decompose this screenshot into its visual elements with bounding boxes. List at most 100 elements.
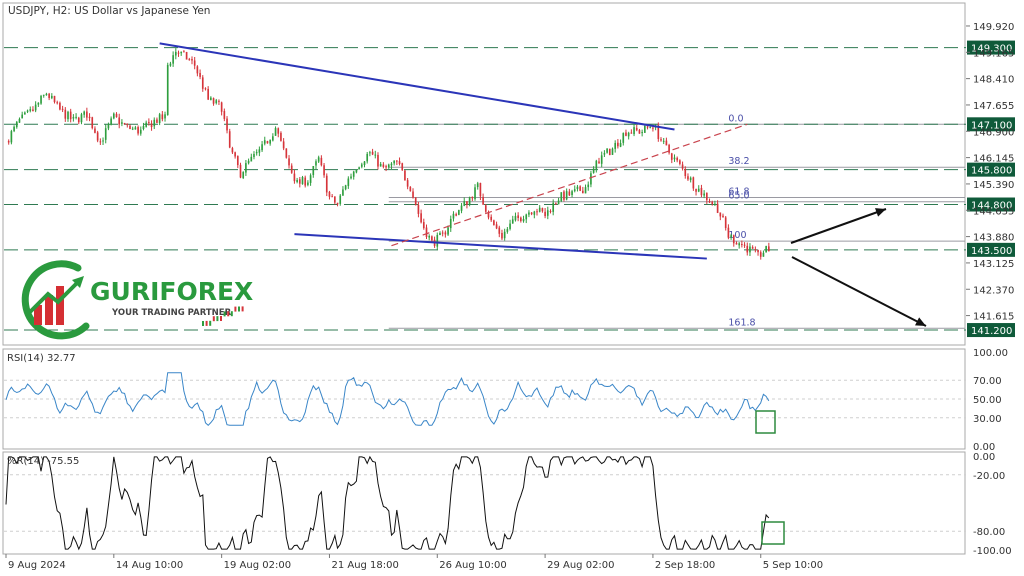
candle-body: [96, 132, 99, 141]
candle-body: [24, 112, 26, 115]
candle-body: [538, 207, 541, 212]
candle-body: [263, 140, 266, 144]
candle-body: [107, 124, 110, 129]
logo-arrow-head: [72, 276, 84, 288]
candle-body: [255, 152, 258, 154]
candle-body: [595, 160, 598, 169]
candle-body: [199, 72, 201, 77]
candle-body: [288, 158, 290, 166]
candle-body: [290, 165, 293, 173]
candle-body: [247, 160, 250, 164]
level-label-box: [967, 117, 1015, 132]
candle-body: [307, 182, 309, 185]
candle-body: [123, 122, 126, 125]
candle-body: [99, 141, 102, 143]
price-axis: 149.920 149.165 148.410 147.655 146.900 146.1…: [966, 22, 1014, 323]
candle-body: [269, 139, 271, 144]
candle-body: [301, 177, 304, 185]
candle-body: [404, 170, 406, 181]
candle-body: [522, 218, 525, 222]
candle-body: [428, 236, 431, 238]
logo-bar: [45, 295, 53, 325]
candle-body: [231, 148, 234, 153]
candle-body: [716, 203, 719, 213]
candle-body: [441, 232, 444, 234]
candle-body: [390, 163, 393, 166]
candle-body: [369, 152, 371, 154]
williams-line: [5, 455, 770, 551]
candle-body: [304, 177, 307, 186]
candle-body: [377, 154, 379, 167]
candle-body: [431, 236, 433, 241]
candle-body: [517, 215, 519, 218]
candle-body: [59, 102, 61, 110]
candle-body: [676, 157, 679, 161]
candle-body: [590, 173, 592, 185]
candle-body: [644, 125, 646, 133]
price-tick-label: 149.920: [973, 22, 1014, 33]
candle-body: [420, 213, 422, 223]
logo-candle: [234, 306, 237, 312]
candle-body: [487, 212, 490, 218]
candle-body: [692, 177, 695, 189]
candle-body: [732, 235, 735, 244]
candle-body: [576, 186, 579, 189]
candle-body: [759, 252, 762, 257]
candle-body: [253, 153, 255, 158]
candle-body: [455, 214, 457, 216]
candle-body: [498, 227, 501, 234]
candle-body: [722, 215, 724, 218]
candle-body: [328, 191, 331, 197]
candle-body: [148, 121, 150, 123]
price-tick-label: 142.370: [973, 285, 1014, 296]
candle-body: [258, 149, 261, 153]
candle-body: [660, 139, 662, 141]
williams-tick-label: -80.00: [973, 527, 1005, 538]
bearish-arrow: [791, 256, 927, 327]
candle-body: [719, 212, 722, 217]
candle-body: [234, 152, 236, 157]
candle-body: [406, 180, 409, 187]
logo-candle: [216, 316, 219, 322]
williams-title: %R(14) -75.55: [7, 456, 79, 467]
candle-body: [104, 128, 107, 140]
fib-label: 0.0: [728, 113, 743, 124]
candle-body: [697, 188, 700, 192]
level-label-box: [967, 323, 1015, 338]
candle-body: [50, 95, 53, 99]
candle-body: [568, 191, 571, 196]
candle-body: [18, 118, 21, 123]
candle-body: [503, 231, 506, 239]
price-tick-label: 146.900: [973, 127, 1014, 138]
trendlines: [159, 42, 748, 260]
bearish-arrow-head: [915, 317, 926, 326]
logo-candle: [205, 320, 208, 326]
candle-body: [741, 243, 743, 246]
candle-body: [493, 220, 495, 225]
candle-body: [525, 214, 528, 220]
candle-body: [339, 195, 342, 204]
candle-body: [700, 187, 703, 196]
candle-body: [363, 161, 366, 166]
candle-body: [371, 151, 374, 155]
candle-body: [131, 128, 134, 130]
williams-tick-label: -20.00: [973, 471, 1005, 482]
candle-body: [625, 132, 627, 136]
candle-body: [573, 189, 576, 192]
candle-body: [10, 131, 13, 143]
fib-label: 61.8: [728, 187, 749, 198]
candle-body: [245, 163, 247, 173]
candle-body: [762, 252, 765, 257]
candle-body: [382, 164, 385, 167]
price-pane: [2, 2, 966, 346]
level-label: 141.200: [971, 326, 1012, 337]
candle-body: [188, 59, 191, 61]
rsi-tick-label: 30.00: [973, 414, 1002, 425]
candle-body: [191, 59, 193, 61]
rsi-line: [5, 372, 770, 426]
candle-body: [145, 122, 147, 127]
candle-body: [266, 141, 269, 144]
williams-tick-label: 0.00: [973, 452, 995, 463]
logo-candle: [220, 316, 222, 321]
candle-body: [94, 128, 96, 133]
